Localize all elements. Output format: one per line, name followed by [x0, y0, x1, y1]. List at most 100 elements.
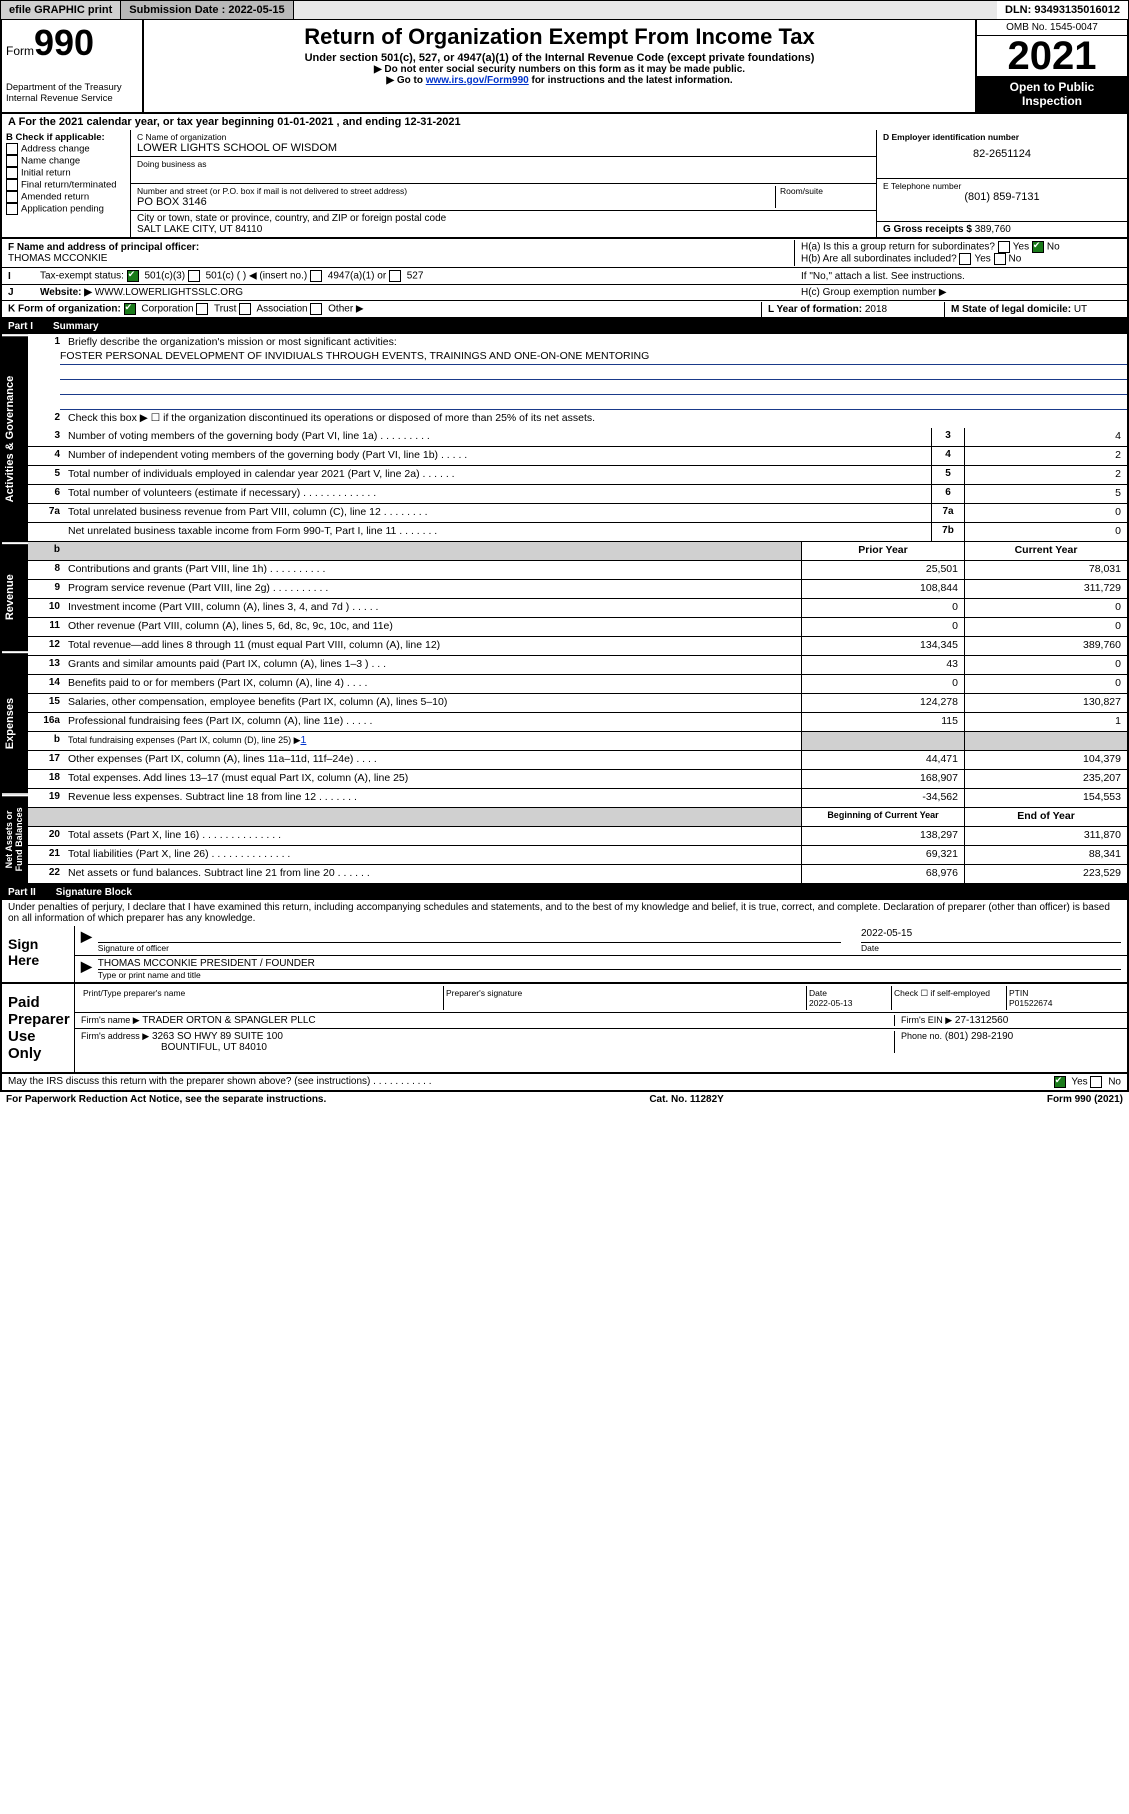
vertical-tabs: Activities & Governance Revenue Expenses…: [2, 334, 28, 883]
open-to-public: Open to Public Inspection: [977, 76, 1127, 112]
line-11: 11Other revenue (Part VIII, column (A), …: [28, 618, 1127, 637]
org-name: LOWER LIGHTS SCHOOL OF WISDOM: [137, 142, 870, 154]
irs-link[interactable]: www.irs.gov/Form990: [426, 75, 529, 86]
city-cell: City or town, state or province, country…: [131, 211, 876, 237]
goto-prefix: ▶ Go to: [386, 75, 425, 86]
row-k-l-m: K Form of organization: Corporation Trus…: [0, 301, 1129, 319]
cat-no: Cat. No. 11282Y: [649, 1094, 723, 1105]
part2-label: Part II: [8, 887, 56, 898]
sign-here-label: Sign Here: [2, 926, 75, 982]
line-6: 6Total number of volunteers (estimate if…: [28, 485, 1127, 504]
firm-addr2: BOUNTIFUL, UT 84010: [81, 1042, 894, 1053]
ein-label: D Employer identification number: [883, 132, 1121, 142]
line-18: 18Total expenses. Add lines 13–17 (must …: [28, 770, 1127, 789]
vtab-activities: Activities & Governance: [2, 334, 28, 542]
paperwork-notice: For Paperwork Reduction Act Notice, see …: [6, 1094, 326, 1105]
firm-ein: 27-1312560: [955, 1015, 1008, 1026]
b-name-change[interactable]: Name change: [6, 155, 126, 167]
self-employed-check[interactable]: Check ☐ if self-employed: [892, 986, 1007, 1010]
part1-header: Part I Summary: [0, 319, 1129, 334]
corp-checkbox[interactable]: [124, 303, 136, 315]
tax-year-a: A For the 2021 calendar year, or tax yea…: [0, 114, 1129, 130]
k-label: K Form of organization:: [8, 304, 121, 315]
prep-date: 2022-05-13: [809, 998, 852, 1008]
firm-addr-row: Firm's address ▶ 3263 SO HWY 89 SUITE 10…: [75, 1029, 1127, 1055]
tax-year: 2021: [977, 36, 1127, 76]
may-irs-no[interactable]: [1090, 1076, 1102, 1088]
hb-row: H(b) Are all subordinates included? Yes …: [801, 253, 1121, 265]
dln-label: DLN:: [1005, 4, 1031, 16]
street-label: Number and street (or P.O. box if mail i…: [137, 186, 775, 196]
submission-date-label: Submission Date :: [129, 4, 225, 16]
b-application-pending[interactable]: Application pending: [6, 203, 126, 215]
assoc-checkbox[interactable]: [239, 303, 251, 315]
line-21: 21Total liabilities (Part X, line 26) . …: [28, 846, 1127, 865]
type-name-label: Type or print name and title: [98, 969, 1121, 980]
hdr-boy-eoy: Beginning of Current YearEnd of Year: [28, 808, 1127, 827]
501c3-checkbox[interactable]: [127, 270, 139, 282]
org-name-label: C Name of organization: [137, 132, 870, 142]
part2-title: Signature Block: [56, 887, 132, 898]
efile-print-button[interactable]: efile GRAPHIC print: [1, 1, 121, 19]
page-footer: For Paperwork Reduction Act Notice, see …: [0, 1092, 1129, 1107]
b-label: B Check if applicable:: [6, 132, 126, 143]
sig-officer-label: Signature of officer: [98, 943, 841, 953]
line-5: 5Total number of individuals employed in…: [28, 466, 1127, 485]
gross-receipts-cell: G Gross receipts $ 389,760: [877, 222, 1127, 237]
street-cell: Number and street (or P.O. box if mail i…: [131, 184, 876, 211]
state-domicile: UT: [1074, 304, 1087, 315]
prep-name-label: Print/Type preparer's name: [81, 986, 444, 1010]
527-checkbox[interactable]: [389, 270, 401, 282]
firm-name: TRADER ORTON & SPANGLER PLLC: [142, 1015, 315, 1026]
website: WWW.LOWERLIGHTSSLC.ORG: [95, 287, 243, 298]
column-c: C Name of organization LOWER LIGHTS SCHO…: [131, 130, 877, 237]
column-b: B Check if applicable: Address change Na…: [2, 130, 131, 237]
fundraising-link[interactable]: 1: [301, 734, 307, 746]
topbar-spacer: [294, 1, 997, 19]
may-irs-text: May the IRS discuss this return with the…: [8, 1076, 1054, 1088]
goto-suffix: for instructions and the latest informat…: [529, 75, 733, 86]
line-17: 17Other expenses (Part IX, column (A), l…: [28, 751, 1127, 770]
ein: 82-2651124: [883, 148, 1121, 160]
paid-preparer-label: Paid Preparer Use Only: [2, 984, 75, 1072]
phone-label: E Telephone number: [883, 181, 1121, 191]
line-13: 13Grants and similar amounts paid (Part …: [28, 656, 1127, 675]
form-number-box: Form990 Department of the Treasury Inter…: [2, 20, 144, 112]
paid-preparer-block: Paid Preparer Use Only Print/Type prepar…: [0, 984, 1129, 1074]
dln-value: 93493135016012: [1034, 4, 1120, 16]
mission-text: FOSTER PERSONAL DEVELOPMENT OF INVIDIUAL…: [60, 350, 1127, 365]
form-number-footer: Form 990 (2021): [1047, 1094, 1123, 1105]
h-block: H(a) Is this a group return for subordin…: [795, 239, 1127, 267]
ein-cell: D Employer identification number 82-2651…: [877, 130, 1127, 179]
b-initial-return[interactable]: Initial return: [6, 167, 126, 179]
city: SALT LAKE CITY, UT 84110: [137, 224, 870, 235]
website-label: Website: ▶: [40, 287, 92, 298]
trust-checkbox[interactable]: [196, 303, 208, 315]
row-j: J Website: ▶ WWW.LOWERLIGHTSSLC.ORG H(c)…: [0, 285, 1129, 301]
4947-checkbox[interactable]: [310, 270, 322, 282]
f-label: F Name and address of principal officer:: [8, 242, 788, 253]
firm-addr1: 3263 SO HWY 89 SUITE 100: [152, 1031, 283, 1042]
sig-date: 2022-05-15: [861, 928, 1121, 943]
line-16a: 16aProfessional fundraising fees (Part I…: [28, 713, 1127, 732]
b-amended-return[interactable]: Amended return: [6, 191, 126, 203]
b-final-return[interactable]: Final return/terminated: [6, 179, 126, 191]
sig-date-label: Date: [861, 943, 1121, 953]
line-2: 2Check this box ▶ ☐ if the organization …: [28, 410, 1127, 428]
hdr-prior-curr: bPrior YearCurrent Year: [28, 542, 1127, 561]
ha-row: H(a) Is this a group return for subordin…: [801, 241, 1121, 253]
form-number: 990: [34, 22, 94, 63]
dln: DLN: 93493135016012: [997, 1, 1128, 19]
city-label: City or town, state or province, country…: [137, 213, 870, 224]
info-grid: B Check if applicable: Address change Na…: [0, 130, 1129, 239]
firm-phone: (801) 298-2190: [945, 1031, 1013, 1042]
may-irs-yes[interactable]: [1054, 1076, 1066, 1088]
b-address-change[interactable]: Address change: [6, 143, 126, 155]
line-20: 20Total assets (Part X, line 16) . . . .…: [28, 827, 1127, 846]
officer-print-name: THOMAS MCCONKIE PRESIDENT / FOUNDER: [98, 958, 1121, 969]
submission-date: Submission Date : 2022-05-15: [121, 1, 293, 19]
vtab-revenue: Revenue: [2, 542, 28, 651]
prep-sig-label: Preparer's signature: [444, 986, 807, 1010]
501c-checkbox[interactable]: [188, 270, 200, 282]
other-checkbox[interactable]: [310, 303, 322, 315]
